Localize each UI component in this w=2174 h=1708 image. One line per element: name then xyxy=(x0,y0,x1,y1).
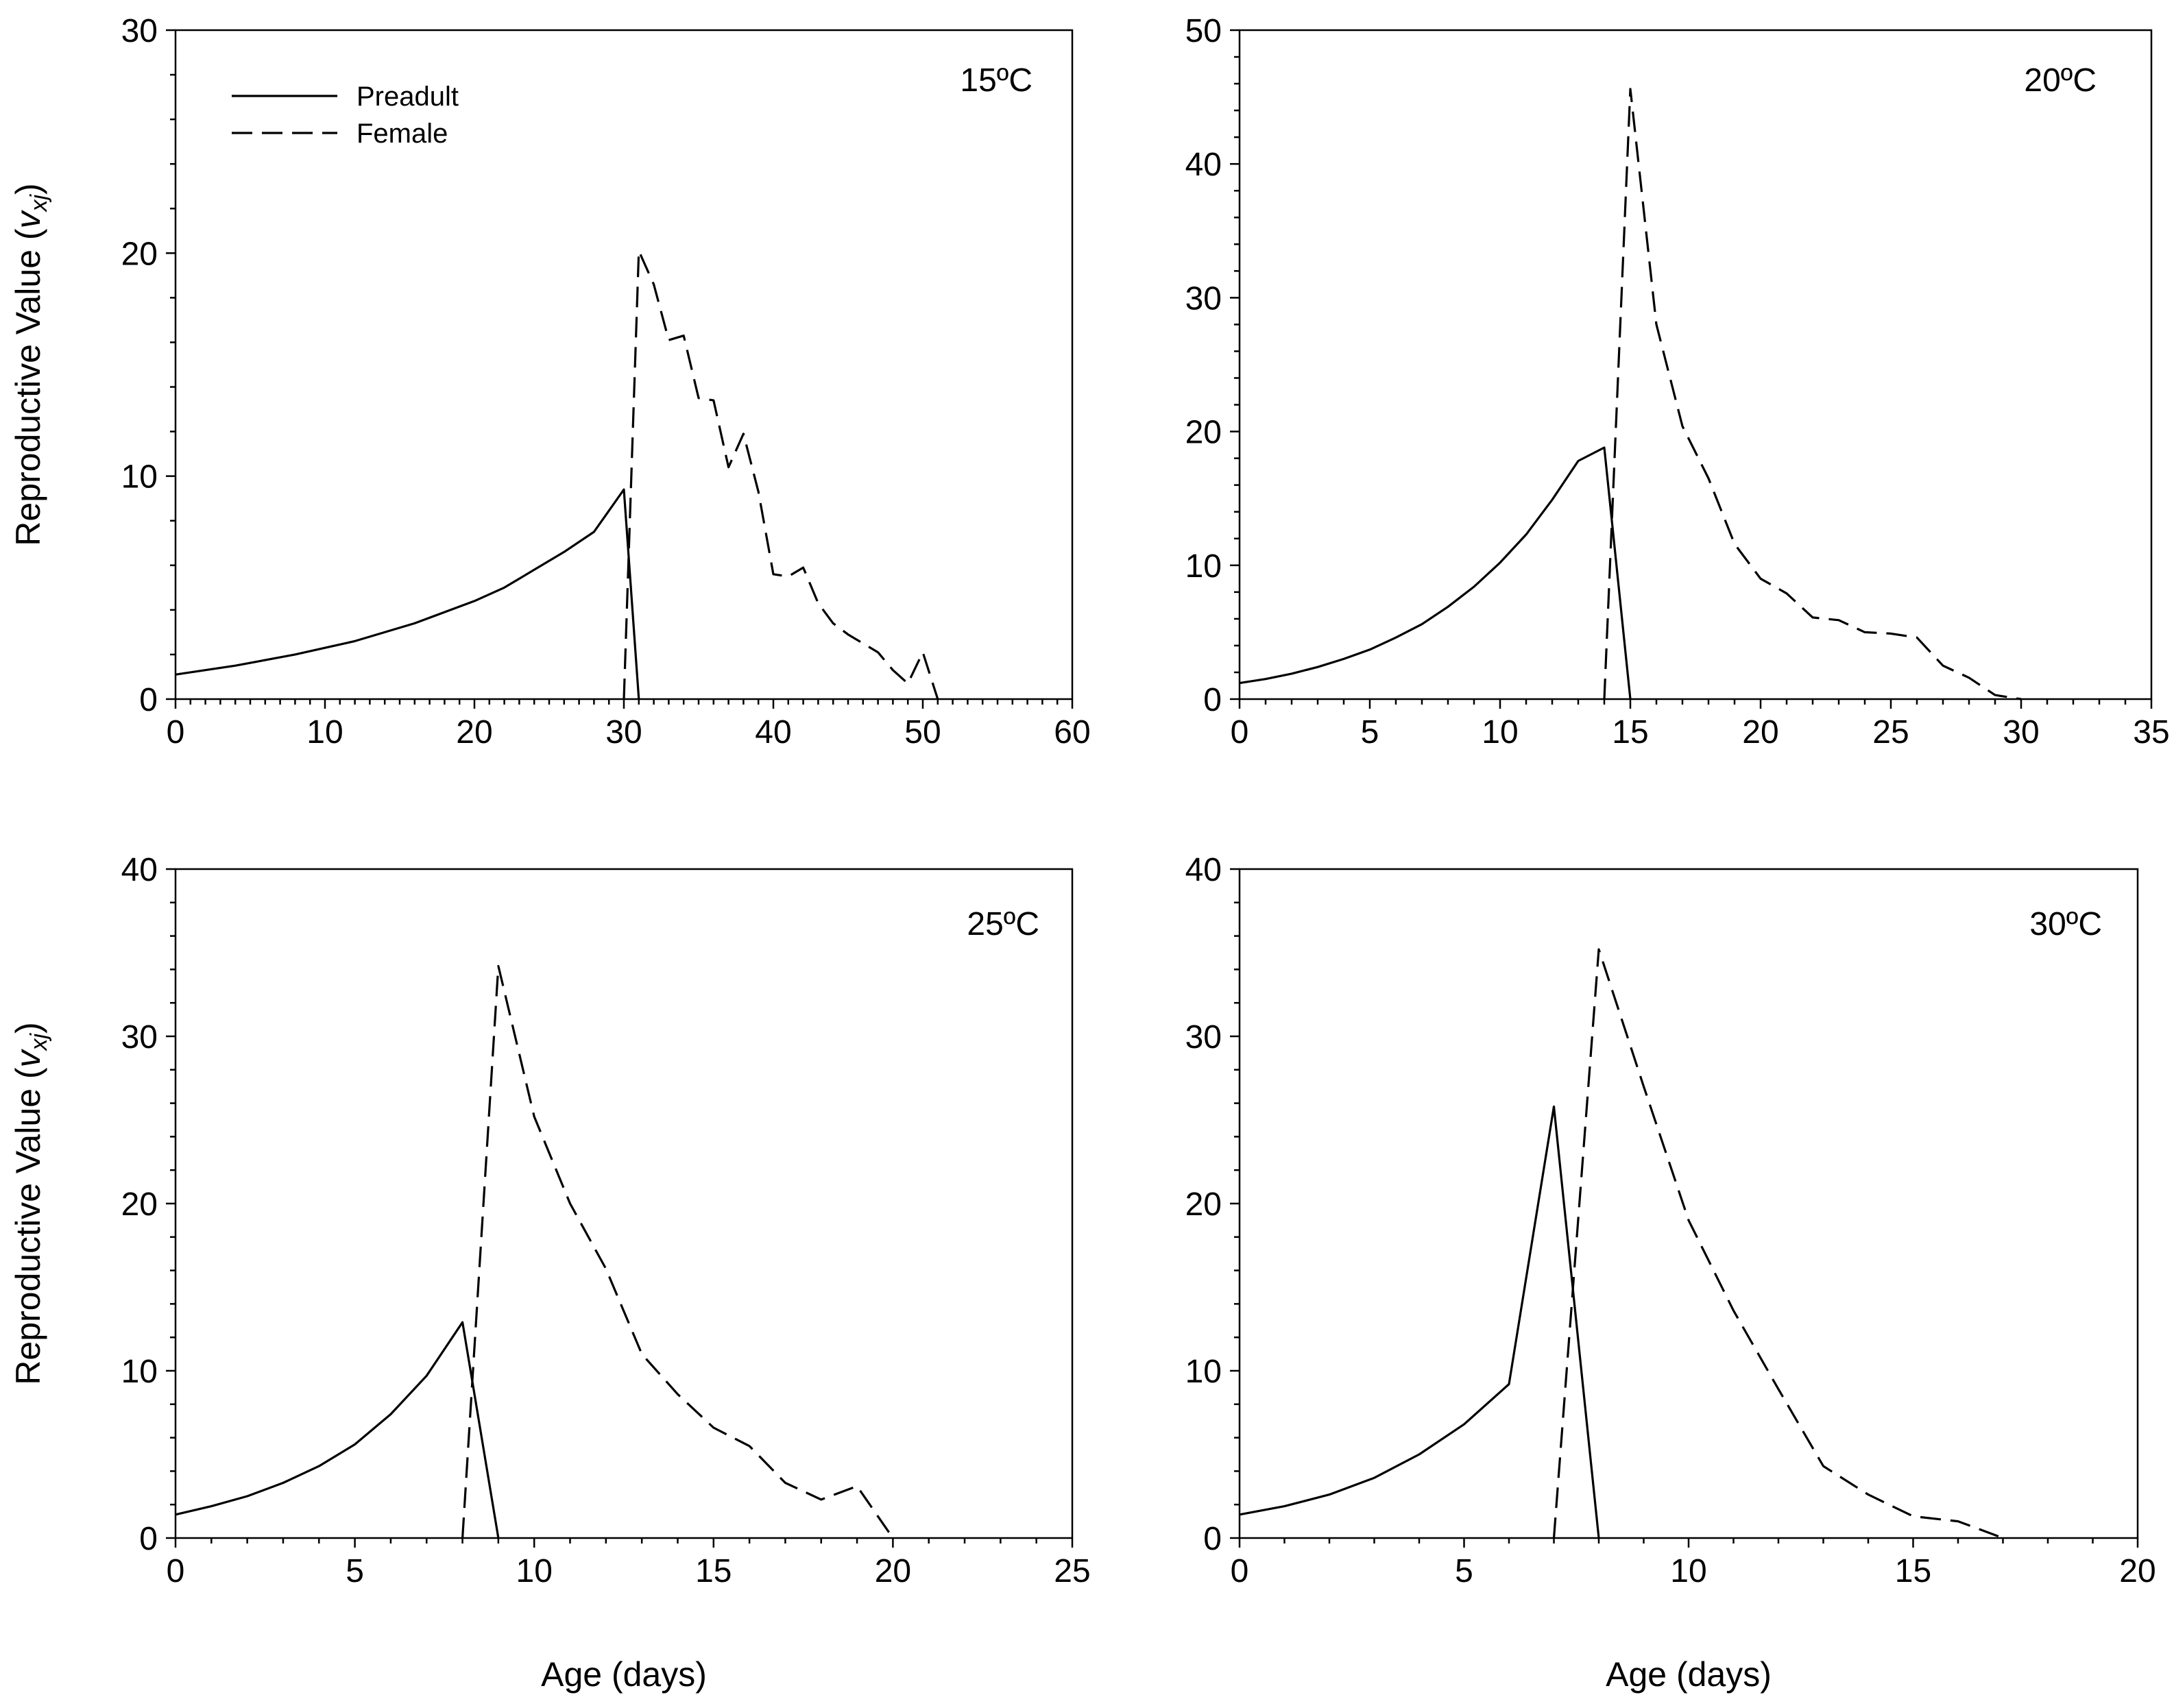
y-tick-label: 50 xyxy=(1185,13,1222,49)
y-axis-title: Reproductive Value (vxj) xyxy=(9,183,52,546)
y-tick-label: 10 xyxy=(1185,548,1222,585)
tick-marks xyxy=(1230,29,2153,709)
chart-panel-30c: 0 5 10 15 20 0 10 20 30 40 30ºC Age (days) xyxy=(1185,852,2156,1694)
series-lines xyxy=(175,964,894,1539)
series-lines xyxy=(175,249,939,700)
x-tick-label: 20 xyxy=(2119,1553,2155,1589)
chart-panel-15c: 0 10 20 30 40 50 60 0 10 20 30 15ºC Reproductive … xyxy=(9,13,1091,751)
y-tick-label: 0 xyxy=(1203,1521,1222,1557)
x-tick-label: 5 xyxy=(1361,714,1379,751)
x-tick-label: 20 xyxy=(456,714,492,751)
legend: Preadult Female xyxy=(232,82,459,149)
x-axis-title: Age (days) xyxy=(541,1655,707,1694)
y-axis-close-paren: ) xyxy=(9,1022,47,1034)
y-axis-close-paren: ) xyxy=(9,183,47,195)
series-line-female xyxy=(1552,948,2004,1539)
x-tick-label: 25 xyxy=(1872,714,1909,751)
panel-title: 25ºC xyxy=(967,906,1039,942)
tick-marks xyxy=(1230,868,2139,1548)
y-tick-label: 20 xyxy=(121,1186,158,1223)
y-tick-labels: 0 10 20 30 xyxy=(121,13,158,718)
panel-title: 15ºC xyxy=(960,62,1032,99)
x-tick-label: 10 xyxy=(1482,714,1518,751)
y-tick-label: 0 xyxy=(1203,682,1222,718)
y-tick-label: 30 xyxy=(121,1019,158,1056)
x-tick-label: 0 xyxy=(1231,714,1249,751)
y-tick-label: 40 xyxy=(1185,147,1222,183)
series-lines xyxy=(1239,88,2022,700)
series-line-preadult xyxy=(175,1321,500,1539)
x-tick-label: 0 xyxy=(167,1553,185,1589)
series-line-preadult xyxy=(1239,1105,1600,1539)
x-axis-title: Age (days) xyxy=(1606,1655,1772,1694)
y-tick-label: 10 xyxy=(121,1354,158,1390)
x-tick-label: 20 xyxy=(875,1553,911,1589)
x-tick-label: 15 xyxy=(1612,714,1648,751)
panel-title: 30ºC xyxy=(2029,906,2102,942)
y-tick-label: 30 xyxy=(1185,1019,1222,1056)
x-tick-label: 30 xyxy=(2003,714,2039,751)
plot-frame xyxy=(1238,868,2139,1539)
y-tick-labels: 0 10 20 30 40 xyxy=(121,852,158,1557)
tick-marks xyxy=(166,868,1074,1548)
plot-frame xyxy=(1238,29,2153,700)
x-tick-label: 10 xyxy=(306,714,343,751)
series-lines xyxy=(1239,948,2004,1539)
y-axis-title-text: Reproductive Value ( xyxy=(9,1067,47,1385)
y-tick-label: 0 xyxy=(139,682,158,718)
x-tick-label: 50 xyxy=(904,714,941,751)
panel-title: 20ºC xyxy=(2024,62,2097,99)
x-tick-label: 30 xyxy=(605,714,642,751)
x-tick-label: 25 xyxy=(1054,1553,1090,1589)
x-tick-labels: 0 5 10 15 20 25 xyxy=(167,1553,1091,1589)
y-tick-label: 40 xyxy=(1185,852,1222,888)
y-tick-label: 30 xyxy=(121,13,158,49)
y-tick-labels: 0 10 20 30 40 xyxy=(1185,852,1222,1557)
x-tick-label: 0 xyxy=(1231,1553,1249,1589)
legend-female-label: Female xyxy=(357,119,448,149)
y-tick-label: 0 xyxy=(139,1521,158,1557)
y-tick-label: 10 xyxy=(121,459,158,496)
series-line-preadult xyxy=(175,488,640,700)
x-tick-label: 5 xyxy=(346,1553,364,1589)
x-tick-label: 15 xyxy=(1895,1553,1931,1589)
x-tick-labels: 0 5 10 15 20 25 30 35 xyxy=(1231,714,2170,751)
chart-panel-25c: 0 5 10 15 20 25 0 10 20 30 40 25ºC Reproductive V… xyxy=(9,852,1091,1694)
y-axis-subscript: xj xyxy=(26,1033,52,1052)
y-axis-title-text: Reproductive Value ( xyxy=(9,228,47,546)
x-tick-label: 10 xyxy=(516,1553,553,1589)
x-tick-label: 20 xyxy=(1742,714,1778,751)
y-tick-label: 10 xyxy=(1185,1354,1222,1390)
y-tick-label: 20 xyxy=(121,236,158,272)
x-tick-label: 40 xyxy=(755,714,791,751)
series-line-preadult xyxy=(1239,446,1632,700)
y-axis-title: Reproductive Value (vxj) xyxy=(9,1022,52,1384)
x-tick-label: 35 xyxy=(2133,714,2169,751)
x-tick-labels: 0 10 20 30 40 50 60 xyxy=(167,714,1091,751)
y-axis-symbol: v xyxy=(9,1049,47,1068)
x-tick-label: 60 xyxy=(1054,714,1090,751)
plot-frame xyxy=(174,868,1074,1539)
x-tick-labels: 0 5 10 15 20 xyxy=(1231,1553,2156,1589)
series-line-female xyxy=(1603,88,2022,700)
series-line-female xyxy=(461,964,894,1539)
y-tick-label: 40 xyxy=(121,852,158,888)
x-tick-label: 0 xyxy=(167,714,185,751)
legend-preadult-label: Preadult xyxy=(357,82,459,112)
plot-frame xyxy=(174,29,1074,700)
y-tick-labels: 0 10 20 30 40 50 xyxy=(1185,13,1222,718)
y-tick-label: 30 xyxy=(1185,280,1222,317)
x-tick-label: 15 xyxy=(695,1553,732,1589)
x-tick-label: 10 xyxy=(1670,1553,1706,1589)
y-tick-label: 20 xyxy=(1185,415,1222,451)
x-tick-label: 5 xyxy=(1455,1553,1473,1589)
tick-marks xyxy=(166,29,1074,709)
chart-panel-20c: 0 5 10 15 20 25 30 35 0 10 20 30 40 50 20ºC xyxy=(1185,13,2170,751)
y-tick-label: 20 xyxy=(1185,1186,1222,1223)
y-axis-symbol: v xyxy=(9,210,47,229)
series-line-female xyxy=(623,249,939,700)
y-axis-subscript: xj xyxy=(26,194,52,213)
